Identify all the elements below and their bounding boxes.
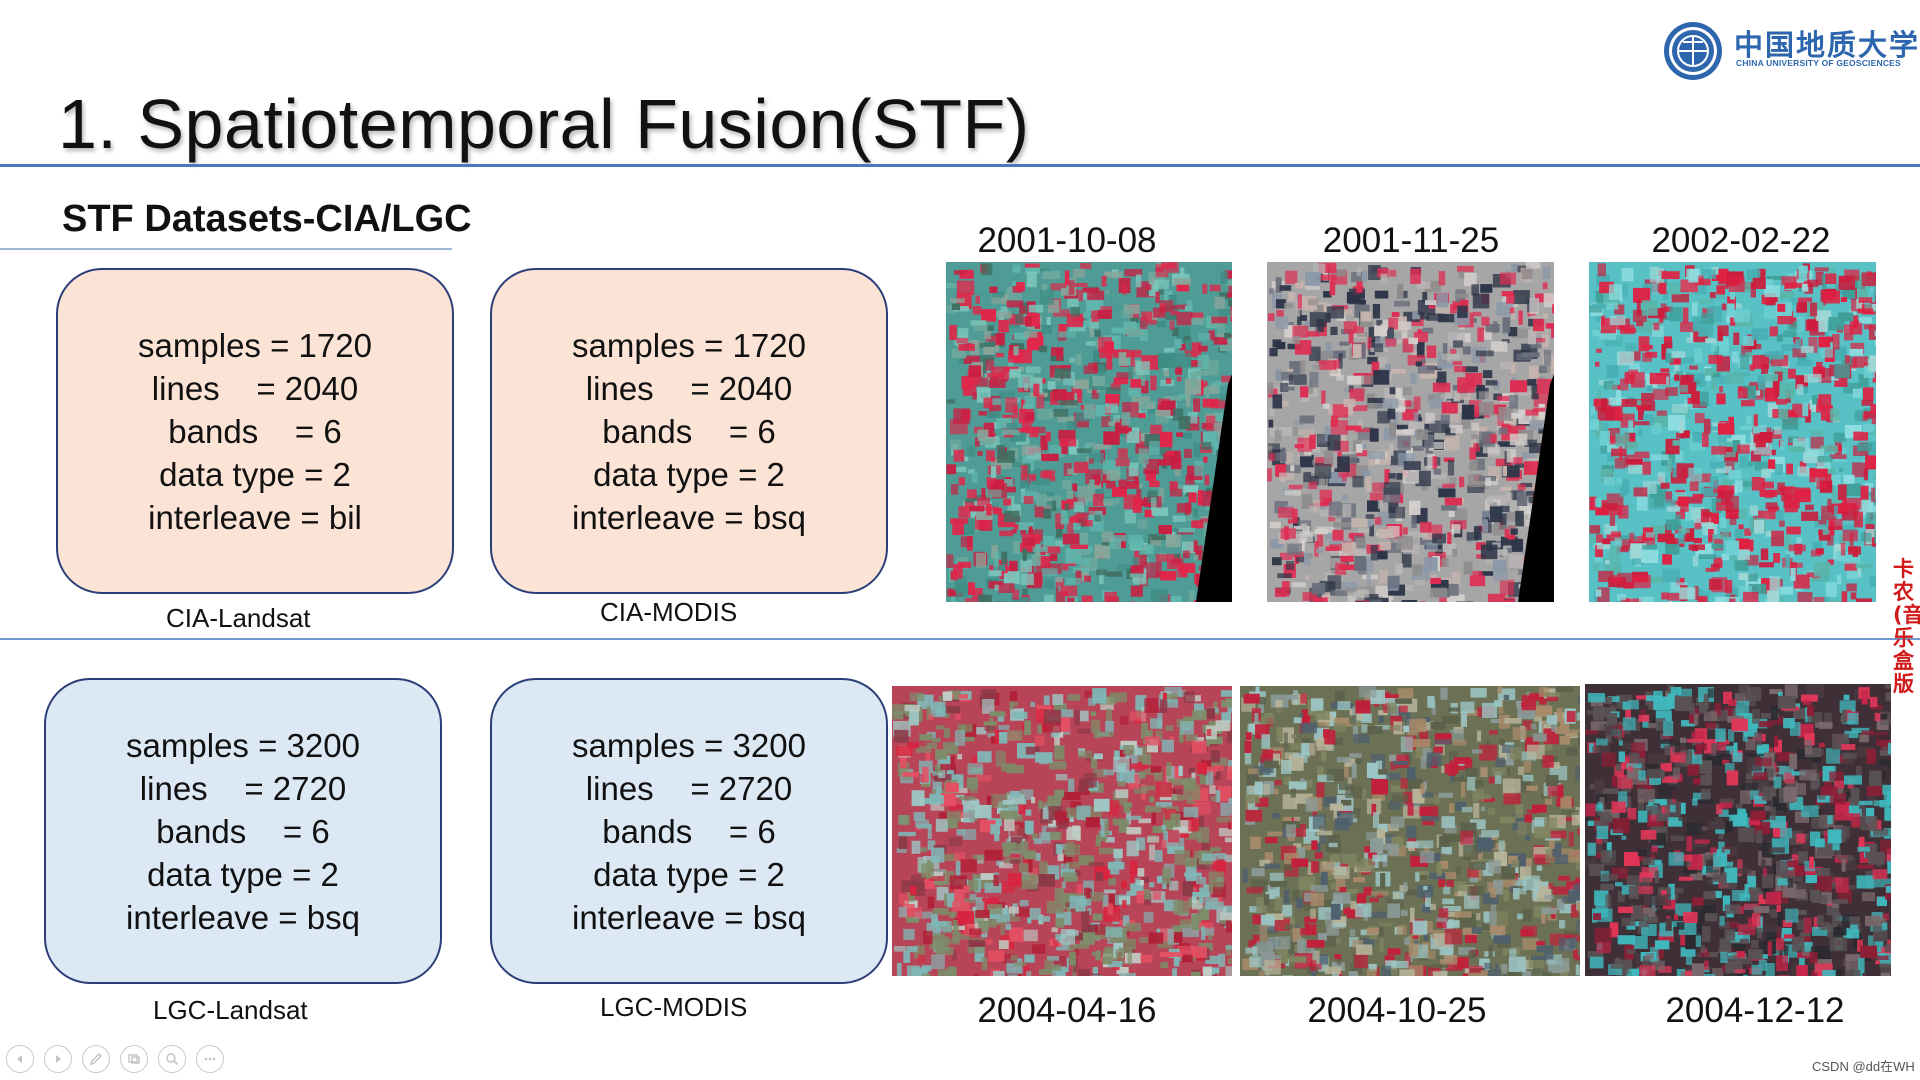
watermark: CSDN @dd在WH bbox=[1812, 1059, 1915, 1074]
university-name-en: CHINA UNIVERSITY OF GEOSCIENCES bbox=[1736, 58, 1901, 68]
spec-line: interleave = bsq bbox=[126, 898, 360, 936]
university-emblem-icon bbox=[1662, 20, 1724, 82]
image-date: 2002-02-22 bbox=[1651, 221, 1831, 260]
subtitle-underline bbox=[0, 248, 452, 250]
satellite-image-cia-2 bbox=[1267, 262, 1554, 602]
lgc-modis-card: samples = 3200 lines = 2720 bands = 6 da… bbox=[490, 678, 888, 984]
more-icon[interactable] bbox=[196, 1045, 224, 1073]
satellite-image-lgc-1 bbox=[892, 686, 1232, 976]
image-date: 2004-04-16 bbox=[977, 991, 1157, 1030]
pen-icon[interactable] bbox=[82, 1045, 110, 1073]
spec-line: lines = 2040 bbox=[585, 369, 793, 407]
section-divider bbox=[0, 638, 1920, 640]
card-caption: CIA-MODIS bbox=[600, 597, 738, 627]
card-caption: LGC-MODIS bbox=[600, 992, 748, 1022]
spec-line: lines = 2040 bbox=[151, 369, 359, 407]
image-date: 2001-11-25 bbox=[1322, 221, 1500, 260]
card-caption: CIA-Landsat bbox=[166, 603, 311, 633]
image-date: 2004-10-25 bbox=[1307, 991, 1487, 1030]
slides-icon[interactable] bbox=[120, 1045, 148, 1073]
spec-line: lines = 2720 bbox=[139, 769, 347, 807]
satellite-image-cia-1 bbox=[946, 262, 1232, 602]
cia-landsat-card: samples = 1720 lines = 2040 bands = 6 da… bbox=[56, 268, 454, 594]
spec-line: interleave = bil bbox=[148, 498, 362, 536]
next-icon[interactable] bbox=[44, 1045, 72, 1073]
prev-icon[interactable] bbox=[6, 1045, 34, 1073]
satellite-image-canvas bbox=[1267, 262, 1554, 602]
slide-title: 1. Spatiotemporal Fusion(STF) bbox=[58, 85, 1030, 163]
satellite-image-lgc-3 bbox=[1585, 684, 1891, 976]
card-caption: LGC-Landsat bbox=[153, 995, 308, 1025]
spec-line: bands = 6 bbox=[602, 812, 776, 850]
image-date: 2001-10-08 bbox=[977, 221, 1157, 260]
spec-line: data type = 2 bbox=[147, 855, 339, 893]
spec-line: lines = 2720 bbox=[585, 769, 793, 807]
spec-line: samples = 1720 bbox=[572, 326, 806, 364]
spec-line: bands = 6 bbox=[156, 812, 330, 850]
spec-line: interleave = bsq bbox=[572, 898, 806, 936]
zoom-icon[interactable] bbox=[158, 1045, 186, 1073]
spec-line: samples = 3200 bbox=[126, 726, 360, 764]
spec-line: interleave = bsq bbox=[572, 498, 806, 536]
presentation-toolbar bbox=[6, 1045, 224, 1073]
image-date: 2004-12-12 bbox=[1665, 991, 1845, 1030]
satellite-image-lgc-2 bbox=[1240, 686, 1580, 976]
spec-line: data type = 2 bbox=[593, 455, 785, 493]
cia-modis-card: samples = 1720 lines = 2040 bands = 6 da… bbox=[490, 268, 888, 594]
satellite-image-canvas bbox=[1585, 684, 1891, 976]
spec-line: samples = 1720 bbox=[138, 326, 372, 364]
spec-line: data type = 2 bbox=[593, 855, 785, 893]
lgc-landsat-card: samples = 3200 lines = 2720 bands = 6 da… bbox=[44, 678, 442, 984]
university-name-cn: 中国地质大学 bbox=[1734, 28, 1920, 62]
side-music-label: 卡农(音乐盒版 bbox=[1893, 557, 1920, 696]
satellite-image-canvas bbox=[1589, 262, 1876, 602]
satellite-image-canvas bbox=[1240, 686, 1580, 976]
spec-line: data type = 2 bbox=[159, 455, 351, 493]
satellite-image-cia-3 bbox=[1589, 262, 1876, 602]
title-divider bbox=[0, 164, 1920, 167]
spec-line: samples = 3200 bbox=[572, 726, 806, 764]
slide-subtitle: STF Datasets-CIA/LGC bbox=[62, 198, 472, 240]
satellite-image-canvas bbox=[892, 686, 1232, 976]
spec-line: bands = 6 bbox=[602, 412, 776, 450]
satellite-image-canvas bbox=[946, 262, 1232, 602]
spec-line: bands = 6 bbox=[168, 412, 342, 450]
